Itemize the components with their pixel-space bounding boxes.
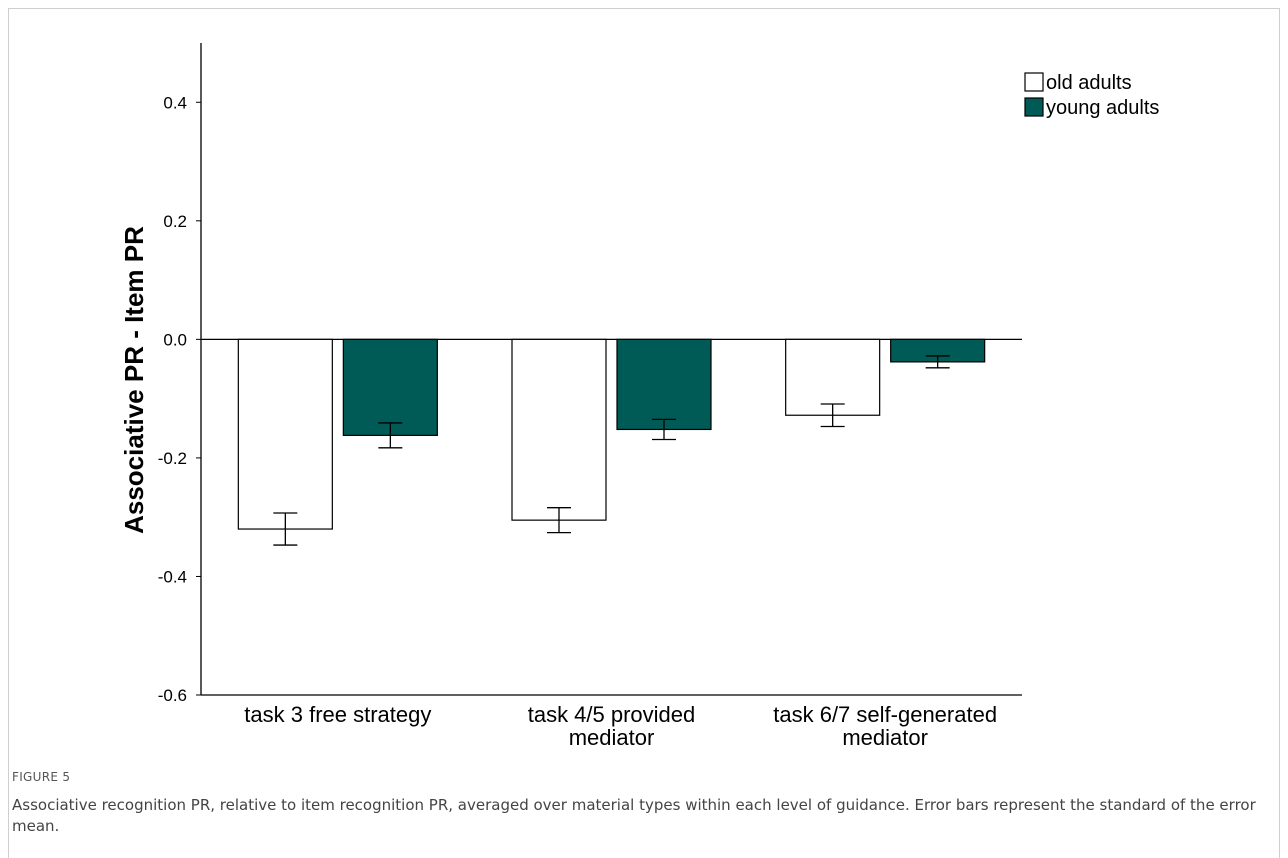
bar-young-adults [342,338,438,436]
y-axis-label: Associative PR - Item PR [119,226,149,534]
figure-caption: Associative recognition PR, relative to … [12,796,1256,835]
y-tick-label: -0.4 [158,567,187,586]
figure-label: FIGURE 5 [12,770,71,784]
bar-old-adults [785,338,881,416]
chart-legend: old adults young adults [1024,72,1159,119]
y-tick-label: 0.4 [163,93,187,112]
bar-old-adults [237,338,333,530]
x-category-label: task 3 free strategy [244,702,431,727]
chart-axes: 0.4 0.2 0.0 -0.2 -0.4 -0.6 task 3 free strateg… [158,43,1022,750]
bar-old-adults [511,338,607,521]
x-category-label: mediator [569,725,655,750]
legend-swatch-young-adults [1024,97,1044,117]
y-tick-label: 0.0 [163,330,187,349]
legend-label-old-adults: old adults [1046,72,1132,94]
figure-frame [8,8,1280,858]
x-category-label: mediator [842,725,928,750]
y-tick-label: 0.2 [163,212,187,231]
x-category-label: task 4/5 provided [528,702,696,727]
x-category-label: task 6/7 self-generated [773,702,997,727]
legend-swatch-old-adults [1024,72,1044,92]
bar-chart: 0.4 0.2 0.0 -0.2 -0.4 -0.6 task 3 free strateg… [119,43,1159,750]
bar-young-adults [616,338,712,431]
chart-bars [237,338,986,546]
y-tick-label: -0.6 [158,686,187,705]
legend-label-young-adults: young adults [1046,97,1159,119]
y-tick-label: -0.2 [158,449,187,468]
